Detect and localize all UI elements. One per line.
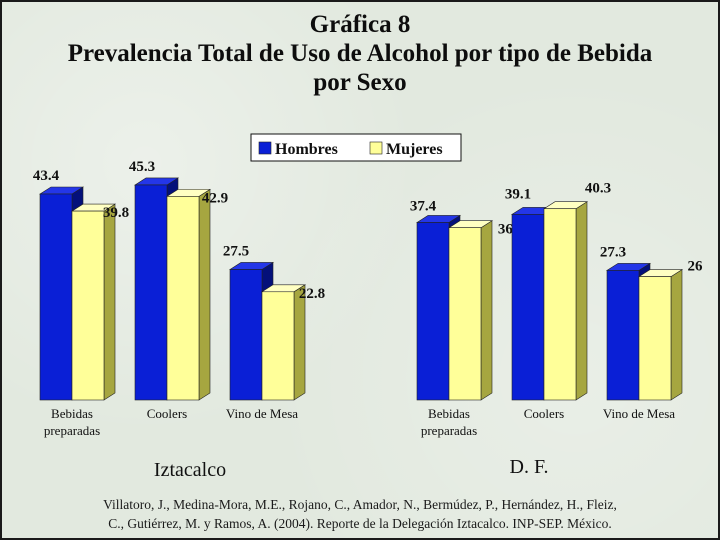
panel-1-bar-mujeres-1-front — [71, 210, 105, 401]
panel-2-category-label-1-line-2: preparadas — [421, 423, 477, 438]
chart-title: Gráfica 8 Prevalencia Total de Uso de Al… — [0, 10, 720, 97]
panel-2-bar-mujeres-3-side — [670, 269, 683, 401]
panel-1-bar-mujeres-3-side — [293, 284, 306, 401]
panel-2-category-label-2-line-1: Coolers — [524, 406, 564, 421]
panel-1-caption: Iztacalco — [154, 459, 226, 481]
panel-1-bar-mujeres-1 — [70, 203, 117, 401]
legend-swatch-hombres — [258, 141, 272, 155]
panel-1-data-label-hombres-2: 45.3 — [129, 159, 155, 175]
panel-2-bar-mujeres-2-front — [543, 208, 577, 401]
legend-label-mujeres: Mujeres — [386, 141, 443, 158]
panel-2-caption: D. F. — [510, 456, 549, 478]
panel-2-bar-mujeres-1-front — [448, 227, 482, 401]
panel-2-data-label-hombres-2: 39.1 — [505, 186, 531, 202]
panel-2-bar-mujeres-1 — [447, 220, 494, 401]
panel-2-data-label-hombres-3: 27.3 — [600, 244, 626, 260]
panel-2-bar-mujeres-2 — [542, 201, 589, 401]
panel-1-bar-mujeres-2-front — [166, 196, 200, 401]
panel-1-data-label-hombres-1: 43.4 — [33, 168, 60, 184]
panel-1-bar-mujeres-2-side — [198, 188, 211, 401]
panel-2-data-label-hombres-1: 37.4 — [410, 198, 437, 214]
panel-1-category-label-1-line-1: Bebidas — [51, 406, 93, 421]
panel-1-bar-hombres-3-front — [229, 269, 263, 401]
panel-1-bar-mujeres-1-side — [103, 203, 116, 401]
panel-2-bar-mujeres-3 — [637, 269, 684, 401]
panel-1-category-label-2-line-1: Coolers — [147, 406, 187, 421]
legend: Hombres Mujeres — [250, 133, 462, 162]
citation-line-2: C., Gutiérrez, M. y Ramos, A. (2004). Re… — [108, 516, 612, 531]
panel-1-bar-mujeres-2 — [165, 188, 212, 401]
panel-2-category-label-3-line-1: Vino de Mesa — [603, 406, 675, 421]
panel-2-bar-hombres-1-front — [416, 222, 450, 401]
panel-2-data-label-mujeres-2: 40.3 — [585, 181, 611, 197]
panel-1-bar-hombres-2-front — [134, 184, 168, 401]
panel-2-bar-hombres-2-front — [511, 214, 545, 401]
legend-label-hombres: Hombres — [275, 141, 338, 158]
panel-1-data-label-mujeres-2: 42.9 — [202, 190, 228, 206]
legend-box — [250, 133, 462, 162]
title-line-1: Gráfica 8 — [309, 11, 411, 38]
panel-1-bar-mujeres-3 — [260, 284, 307, 401]
panel-1-bar-hombres-1-front — [39, 193, 73, 401]
panel-2-bar-hombres-3-front — [606, 270, 640, 401]
panel-1-category-label-1-line-2: preparadas — [44, 423, 100, 438]
citation-line-1: Villatoro, J., Medina-Mora, M.E., Rojano… — [103, 497, 617, 512]
title-line-2: Prevalencia Total de Uso de Alcohol por … — [67, 40, 653, 67]
panel-2-data-label-mujeres-3: 26 — [688, 259, 704, 275]
citation: Villatoro, J., Medina-Mora, M.E., Rojano… — [0, 495, 720, 533]
panel-2-category-label-1-line-1: Bebidas — [428, 406, 470, 421]
panel-2-bar-mujeres-1-side — [480, 220, 493, 401]
panel-1-data-label-mujeres-3: 22.8 — [299, 286, 325, 302]
panel-2-bar-mujeres-2-side — [575, 201, 588, 401]
panel-1-category-label-3-line-1: Vino de Mesa — [226, 406, 298, 421]
panel-1-bar-mujeres-3-front — [261, 291, 295, 401]
panel-2-bar-mujeres-3-front — [638, 276, 672, 401]
legend-swatch-mujeres — [369, 141, 383, 155]
title-line-3: por Sexo — [313, 69, 407, 96]
panel-1-data-label-mujeres-1: 39.8 — [103, 205, 129, 221]
panel-1-data-label-hombres-3: 27.5 — [223, 243, 249, 259]
